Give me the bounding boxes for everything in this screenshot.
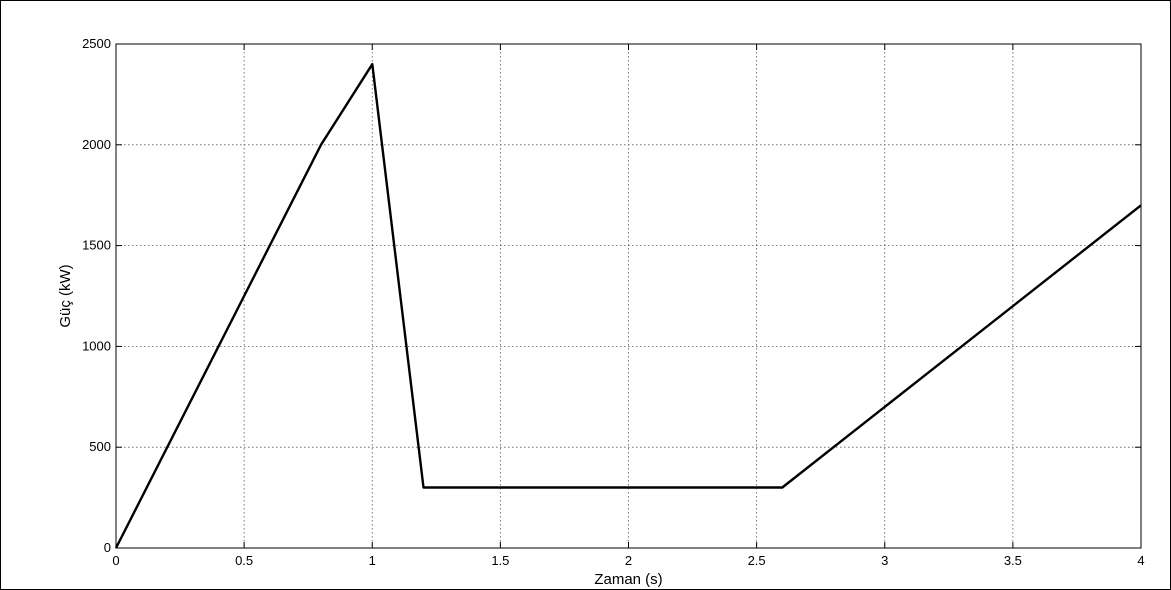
y-tick-label: 500 [89, 439, 111, 454]
axes [115, 43, 1142, 549]
y-tick-label: 0 [104, 540, 111, 555]
y-tick-label: 1500 [82, 238, 111, 253]
x-tick-label: 1 [369, 553, 376, 568]
x-tick-label: 3.5 [1004, 553, 1022, 568]
power-series-line [114, 62, 1142, 549]
y-tick-label: 2000 [82, 137, 111, 152]
axes-box [115, 43, 1142, 549]
tick-labels: 0 0.5 1 1.5 2 2.5 3 3.5 4 0 500 1000 1500 2000 2500 [82, 36, 1145, 568]
x-axis-label: Zaman (s) [594, 571, 662, 588]
grid [116, 44, 1141, 548]
x-tick-label: 0.5 [235, 553, 253, 568]
series-layer [114, 62, 1142, 549]
x-tick-label: 0 [112, 553, 119, 568]
x-tick-label: 1.5 [491, 553, 509, 568]
x-tick-label: 4 [1137, 553, 1144, 568]
y-axis-label: Güç (kW) [57, 264, 74, 327]
y-tick-label: 1000 [82, 338, 111, 353]
x-tick-label: 2.5 [748, 553, 766, 568]
x-tick-label: 3 [881, 553, 888, 568]
x-tick-label: 2 [625, 553, 632, 568]
y-tick-label: 2500 [82, 36, 111, 51]
